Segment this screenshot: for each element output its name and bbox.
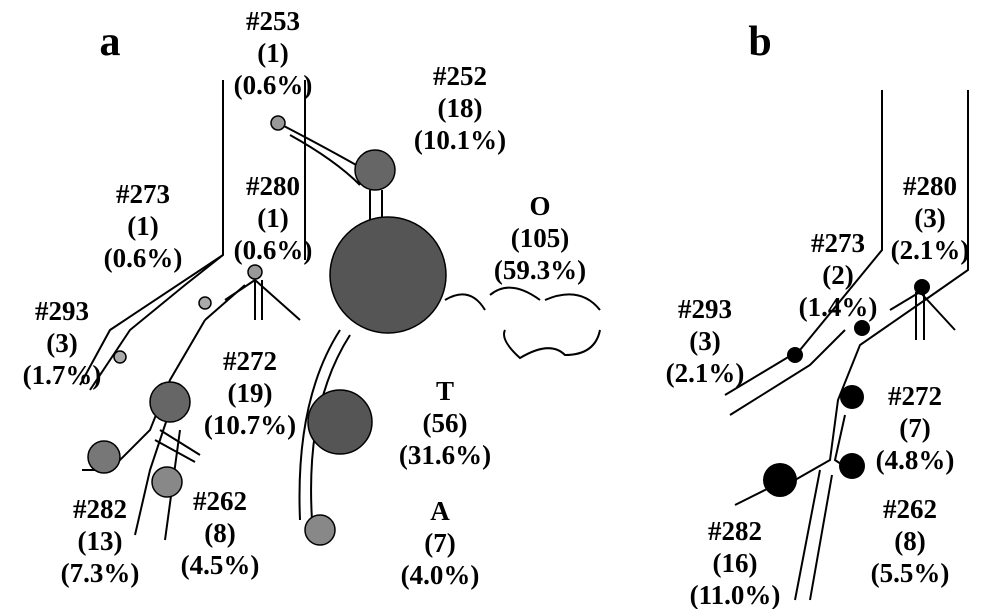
node-id: #272	[888, 381, 942, 411]
node-id: #280	[246, 171, 300, 201]
node-id: #293	[678, 294, 732, 324]
node-id: #272	[223, 346, 277, 376]
node-circle	[152, 467, 182, 497]
node-count: (3)	[914, 203, 945, 233]
node-percent: (2.1%)	[891, 235, 970, 265]
panel-label: b	[748, 19, 771, 65]
node-id: T	[436, 376, 454, 406]
node-count: (18)	[438, 93, 483, 123]
node-percent: (1.4%)	[799, 292, 878, 322]
node-id: #252	[433, 61, 487, 91]
node-percent: (1.7%)	[23, 360, 102, 390]
node-circle	[248, 265, 262, 279]
node-count: (1)	[257, 203, 288, 233]
node-circle	[150, 382, 190, 422]
node-percent: (31.6%)	[399, 440, 491, 470]
node-percent: (11.0%)	[690, 580, 781, 609]
node-id: #282	[708, 516, 762, 546]
node-percent: (0.6%)	[234, 70, 313, 100]
node-id: #273	[116, 179, 170, 209]
node-count: (1)	[257, 38, 288, 68]
node-id: #280	[903, 171, 957, 201]
node-circle	[763, 463, 797, 497]
node-id: O	[529, 191, 550, 221]
node-circle	[839, 453, 865, 479]
node-count: (3)	[46, 328, 77, 358]
node-count: (13)	[78, 526, 123, 556]
node-count: (3)	[689, 326, 720, 356]
node-id: #273	[811, 228, 865, 258]
figure: a#253(1)(0.6%)#252(18)(10.1%)#273(1)(0.6…	[0, 0, 988, 609]
node-percent: (4.5%)	[181, 550, 260, 580]
node-percent: (59.3%)	[494, 255, 586, 285]
node-circle	[840, 385, 864, 409]
node-circle	[854, 320, 870, 336]
node-percent: (2.1%)	[666, 358, 745, 388]
node-count: (7)	[424, 528, 455, 558]
node-count: (16)	[713, 548, 758, 578]
node-count: (19)	[228, 378, 273, 408]
node-percent: (10.1%)	[414, 125, 506, 155]
node-percent: (7.3%)	[61, 558, 140, 588]
node-id: #253	[246, 6, 300, 36]
node-circle	[305, 515, 335, 545]
node-id: #262	[193, 486, 247, 516]
node-id: A	[430, 496, 450, 526]
node-id: #262	[883, 494, 937, 524]
node-id: #282	[73, 494, 127, 524]
node-circle	[308, 390, 372, 454]
node-percent: (4.0%)	[401, 560, 480, 590]
node-circle	[787, 347, 803, 363]
node-percent: (5.5%)	[871, 558, 950, 588]
node-count: (8)	[894, 526, 925, 556]
node-count: (7)	[899, 413, 930, 443]
node-circle	[199, 297, 211, 309]
node-circle	[330, 217, 446, 333]
node-percent: (0.6%)	[104, 243, 183, 273]
node-circle	[355, 150, 395, 190]
node-count: (1)	[127, 211, 158, 241]
node-percent: (0.6%)	[234, 235, 313, 265]
labels: a#253(1)(0.6%)#252(18)(10.1%)#273(1)(0.6…	[23, 6, 970, 609]
node-circle	[914, 279, 930, 295]
node-percent: (4.8%)	[876, 445, 955, 475]
node-count: (105)	[511, 223, 569, 253]
node-id: #293	[35, 296, 89, 326]
node-circle	[114, 351, 126, 363]
node-count: (2)	[822, 260, 853, 290]
node-percent: (10.7%)	[204, 410, 296, 440]
node-circle	[88, 441, 120, 473]
node-count: (8)	[204, 518, 235, 548]
node-count: (56)	[423, 408, 468, 438]
node-circle	[271, 116, 285, 130]
panel-label: a	[100, 19, 121, 65]
